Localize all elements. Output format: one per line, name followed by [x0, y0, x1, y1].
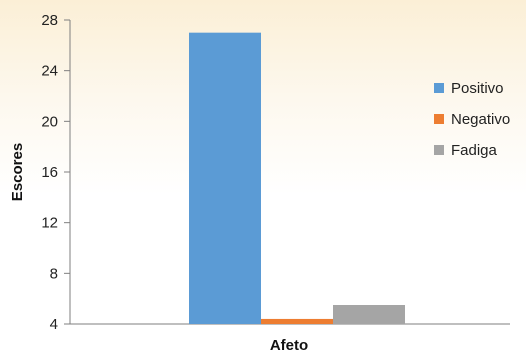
legend-swatch-fadiga: [434, 145, 444, 155]
bar-negativo: [261, 318, 333, 324]
y-axis-title: Escores: [9, 143, 26, 201]
y-tick-label: 24: [41, 63, 58, 80]
legend-swatch-positivo: [434, 83, 444, 93]
y-tick-label: 4: [50, 316, 58, 333]
bar-positivo: [189, 32, 261, 325]
legend-label-fadiga: Fadiga: [451, 142, 498, 159]
y-axis: 4 8 12 16 20 24 28: [41, 12, 71, 333]
x-axis-title: Afeto: [270, 337, 308, 354]
y-tick-label: 28: [41, 12, 58, 29]
legend-label-positivo: Positivo: [451, 80, 504, 97]
y-tick-label: 16: [41, 164, 58, 181]
bar-fadiga: [333, 305, 405, 324]
legend: Positivo Negativo Fadiga: [434, 80, 510, 159]
y-tick-label: 12: [41, 215, 58, 232]
y-tick-label: 20: [41, 113, 58, 130]
legend-label-negativo: Negativo: [451, 111, 510, 128]
legend-swatch-negativo: [434, 114, 444, 124]
bars: [189, 32, 405, 325]
y-tick-label: 8: [50, 265, 58, 282]
